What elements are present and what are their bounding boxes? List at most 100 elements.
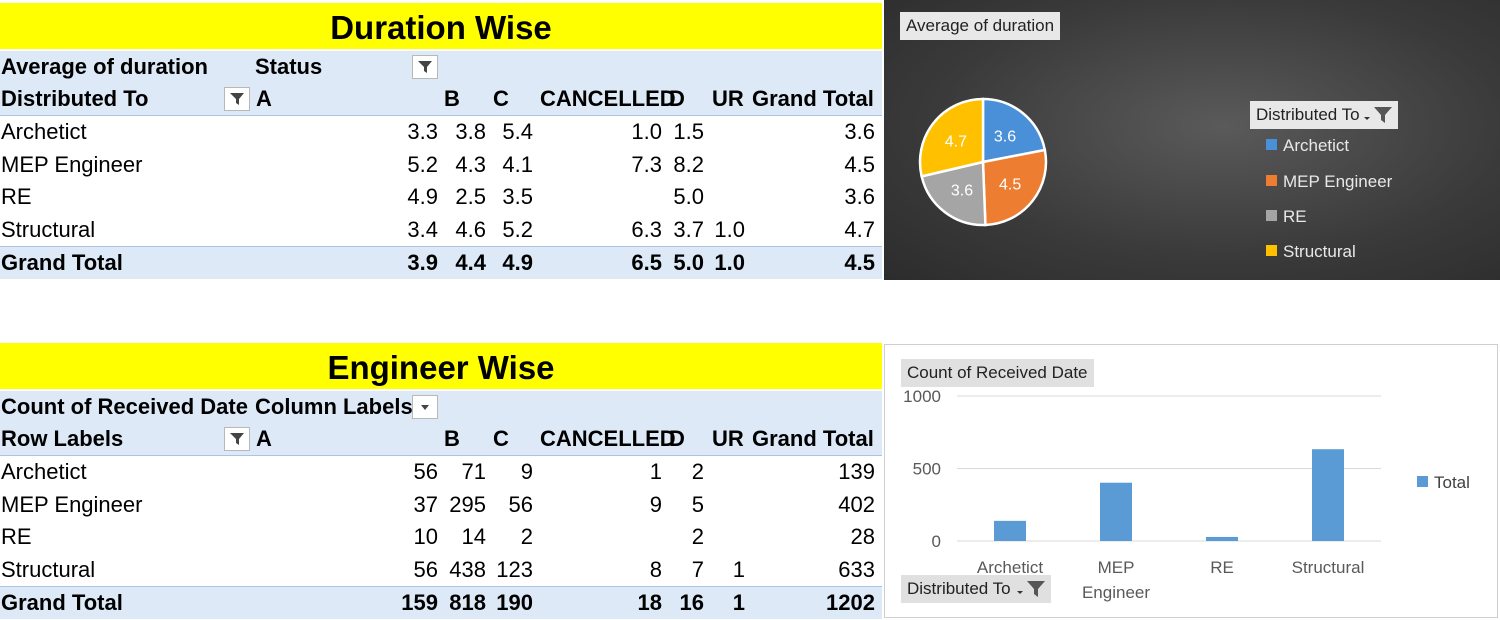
pie-slice bbox=[920, 160, 987, 227]
filter-dropdown-icon bbox=[1363, 107, 1392, 123]
table-row: Archetict 56 71 9 1 2 139 bbox=[0, 456, 882, 488]
cell-ur: 1 bbox=[732, 557, 745, 582]
col-header-c: C bbox=[493, 86, 509, 111]
cell-a: 5.2 bbox=[407, 152, 438, 177]
duration-value-label: Average of duration bbox=[1, 54, 208, 79]
legend-item-archetict: Archetict bbox=[1266, 136, 1349, 156]
x-tick-label: MEP bbox=[1098, 558, 1135, 577]
engineer-title: Engineer Wise bbox=[0, 343, 882, 389]
cell-d: 5.0 bbox=[673, 250, 704, 275]
bar bbox=[1312, 449, 1344, 541]
grand-total-row: Grand Total 3.9 4.4 4.9 6.5 5.0 1.0 4.5 bbox=[0, 246, 882, 279]
cell-b: 4.3 bbox=[455, 152, 486, 177]
y-tick-label: 1000 bbox=[903, 387, 941, 406]
cell-b: 71 bbox=[461, 459, 486, 484]
duration-column-field: Status bbox=[255, 54, 323, 79]
cell-grand-total: 3.6 bbox=[844, 119, 875, 144]
column-labels-dropdown-button[interactable] bbox=[412, 395, 438, 419]
engineer-column-field: Column Labels bbox=[255, 394, 413, 419]
cell-grand-total: 139 bbox=[838, 459, 875, 484]
cell-cancelled: 18 bbox=[637, 590, 662, 615]
cell-b: 4.6 bbox=[455, 217, 486, 242]
legend-item-re: RE bbox=[1266, 207, 1307, 227]
table-row: MEP Engineer 5.2 4.3 4.1 7.3 8.2 4.5 bbox=[0, 149, 882, 181]
chevron-down-icon bbox=[421, 405, 429, 410]
table-row: MEP Engineer 37 295 56 9 5 402 bbox=[0, 489, 882, 521]
row-label: Archetict bbox=[1, 119, 87, 144]
cell-cancelled: 1.0 bbox=[631, 119, 662, 144]
col-header-b: B bbox=[444, 86, 460, 111]
engineer-value-label: Count of Received Date bbox=[1, 394, 248, 419]
row-label: RE bbox=[1, 184, 32, 209]
cell-d: 5 bbox=[691, 492, 704, 517]
bar-chart: 0 500 1000 Archetict MEP Engineer RE Structural bbox=[903, 387, 1381, 602]
bar bbox=[994, 520, 1026, 541]
cell-c: 3.5 bbox=[502, 184, 533, 209]
cell-grand-total: 28 bbox=[850, 524, 875, 549]
cell-cancelled: 6.5 bbox=[631, 250, 662, 275]
legend-item-total: Total bbox=[1417, 473, 1470, 493]
cell-a: 56 bbox=[413, 459, 438, 484]
filter-icon bbox=[418, 61, 432, 73]
pie-value-field-button[interactable]: Average of duration bbox=[900, 12, 1061, 40]
cell-d: 16 bbox=[679, 590, 704, 615]
cell-b: 14 bbox=[461, 524, 486, 549]
legend-item-mep-engineer: MEP Engineer bbox=[1266, 172, 1392, 192]
bar-value-field-button[interactable]: Count of Received Date bbox=[901, 359, 1094, 387]
table-row: Structural 56 438 123 8 7 1 633 bbox=[0, 554, 882, 586]
duration-value-header-row: Average of duration Status bbox=[0, 51, 882, 83]
bar bbox=[1100, 482, 1132, 541]
pie-chart-panel[interactable]: Average of duration 3.6 4.5 3.6 4.7 Distrib… bbox=[884, 0, 1500, 280]
legend-label: Total bbox=[1434, 473, 1470, 492]
cell-d: 5.0 bbox=[673, 184, 704, 209]
pie-legend-filter-button[interactable]: Distributed To bbox=[1250, 101, 1398, 129]
cell-cancelled: 7.3 bbox=[631, 152, 662, 177]
pie-data-label: 3.6 bbox=[994, 128, 1016, 145]
cell-d: 2 bbox=[691, 524, 704, 549]
engineer-row-field: Row Labels bbox=[1, 426, 124, 451]
legend-swatch bbox=[1266, 245, 1277, 256]
filter-icon bbox=[230, 433, 244, 445]
cell-grand-total: 402 bbox=[838, 492, 875, 517]
axis-field-filter-button[interactable]: Distributed To bbox=[901, 575, 1051, 603]
cell-c: 190 bbox=[496, 590, 533, 615]
filter-icon bbox=[230, 93, 244, 105]
row-label: Grand Total bbox=[1, 250, 123, 275]
cell-a: 3.3 bbox=[407, 119, 438, 144]
cell-c: 4.1 bbox=[502, 152, 533, 177]
cell-c: 4.9 bbox=[502, 250, 533, 275]
cell-d: 3.7 bbox=[673, 217, 704, 242]
col-header-c: C bbox=[493, 426, 509, 451]
col-header-a: A bbox=[256, 86, 272, 111]
legend-label: Archetict bbox=[1283, 136, 1350, 155]
cell-grand-total: 3.6 bbox=[844, 184, 875, 209]
pie-slice bbox=[918, 97, 985, 178]
duration-row-field: Distributed To bbox=[1, 86, 149, 111]
cell-d: 8.2 bbox=[673, 152, 704, 177]
bar-chart-panel[interactable]: Count of Received Date 0 500 1000 Archetict… bbox=[884, 344, 1498, 618]
cell-a: 3.9 bbox=[407, 250, 438, 275]
legend-swatch bbox=[1266, 175, 1277, 186]
cell-b: 2.5 bbox=[455, 184, 486, 209]
row-label: Structural bbox=[1, 557, 96, 582]
col-header-a: A bbox=[256, 426, 272, 451]
status-filter-button[interactable] bbox=[412, 55, 438, 79]
row-labels-filter-button[interactable] bbox=[224, 427, 250, 451]
cell-a: 159 bbox=[401, 590, 438, 615]
cell-c: 123 bbox=[496, 557, 533, 582]
legend-swatch bbox=[1266, 139, 1277, 150]
x-tick-label: RE bbox=[1210, 558, 1234, 577]
cell-ur: 1 bbox=[732, 590, 745, 615]
cell-a: 37 bbox=[413, 492, 438, 517]
cell-b: 295 bbox=[449, 492, 486, 517]
y-tick-label: 500 bbox=[913, 460, 941, 479]
cell-grand-total: 633 bbox=[838, 557, 875, 582]
legend-item-structural: Structural bbox=[1266, 242, 1356, 262]
engineer-column-header-row: Row Labels A B C CANCELLED D UR Grand To… bbox=[0, 423, 882, 456]
table-row: Structural 3.4 4.6 5.2 6.3 3.7 1.0 4.7 bbox=[0, 214, 882, 246]
distributed-to-filter-button[interactable] bbox=[224, 87, 250, 111]
axis-field-label: Distributed To bbox=[907, 579, 1011, 598]
cell-c: 5.4 bbox=[502, 119, 533, 144]
y-tick-label: 0 bbox=[932, 532, 941, 551]
table-row: Archetict 3.3 3.8 5.4 1.0 1.5 3.6 bbox=[0, 116, 882, 148]
